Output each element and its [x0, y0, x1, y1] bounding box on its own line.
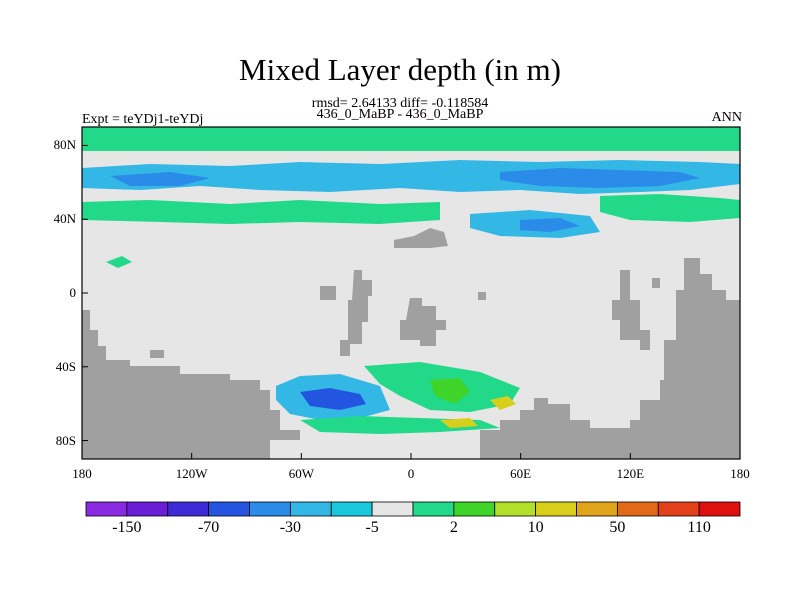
colorbar-swatch [249, 501, 291, 517]
lon-tick-label: 180 [730, 466, 750, 481]
midlat-negative-patch-core [520, 218, 580, 232]
colorbar-swatch [208, 501, 250, 517]
midlat-positive-band [82, 200, 440, 224]
season-label: ANN [711, 110, 742, 125]
lat-tick-label: 40N [53, 211, 76, 227]
lon-tick-label: 60W [288, 466, 314, 481]
map-panel [81, 126, 741, 460]
southern-positive-high [490, 396, 516, 410]
lon-tick-label: 120W [175, 466, 208, 481]
land-antarctic-east [480, 258, 740, 459]
colorbar [85, 501, 741, 517]
colorbar-swatch [330, 501, 373, 517]
experiment-label: Expt = teYDj1-teYDj [82, 112, 204, 127]
colorbar-swatch [453, 501, 496, 517]
southern-negative-core [300, 388, 366, 410]
land-island-2 [150, 350, 164, 358]
colorbar-swatch [535, 501, 577, 517]
plot-title: Mixed Layer depth (in m) [239, 52, 561, 87]
case-line: 436_0_MaBP - 436_0_MaBP [316, 107, 484, 122]
colorbar-label: -5 [365, 519, 379, 536]
colorbar-label: 110 [687, 519, 711, 536]
land-south-america-north [340, 270, 372, 356]
land-africa-south [400, 298, 446, 346]
lat-tick-label: 80N [53, 137, 76, 153]
colorbar-swatch [126, 501, 169, 517]
land-island-4 [652, 278, 660, 288]
colorbar-swatch [412, 501, 455, 517]
lat-tick-label: 80S [55, 432, 76, 448]
lon-tick-label: 180 [72, 466, 92, 481]
colorbar-swatch [85, 501, 128, 517]
land-island-3 [478, 292, 486, 300]
colorbar-swatch [289, 501, 332, 517]
colorbar-label: -150 [112, 519, 142, 536]
lat-tick-label: 0 [69, 285, 77, 300]
colorbar-swatch [371, 501, 414, 517]
colorbar-label: 10 [527, 519, 544, 536]
colorbar-swatch [167, 501, 210, 517]
colorbar-swatch [698, 501, 741, 517]
colorbar-label: 2 [449, 519, 458, 536]
midlat-positive-band-east [600, 194, 740, 222]
southern-positive-core [430, 378, 470, 404]
colorbar-swatch [576, 501, 618, 517]
land-antarctic-west [82, 310, 300, 459]
colorbar-swatch [494, 501, 537, 517]
southern-positive-high-2 [440, 418, 478, 428]
stats-line: rmsd= 2.64133 diff= -0.118584 [311, 96, 489, 111]
land-island-1 [320, 286, 336, 300]
tropic-positive-spot [106, 256, 132, 268]
land-australia-west [612, 270, 650, 350]
arctic-positive-band [82, 127, 740, 151]
northern-negative-core [500, 168, 700, 188]
axis-ticks [81, 144, 741, 459]
colorbar-swatch [657, 501, 700, 517]
colorbar-label: -70 [197, 519, 220, 536]
colorbar-label: 50 [609, 519, 626, 536]
lon-tick-label: 60E [510, 466, 532, 481]
lon-tick-label: 0 [407, 466, 415, 481]
lat-tick-label: 40S [55, 358, 76, 374]
colorbar-swatch [616, 501, 659, 517]
lon-tick-label: 120E [616, 466, 645, 481]
northern-negative-core-2 [110, 172, 210, 186]
colorbar-label: -30 [279, 519, 302, 536]
land-africa-continent [394, 228, 448, 248]
